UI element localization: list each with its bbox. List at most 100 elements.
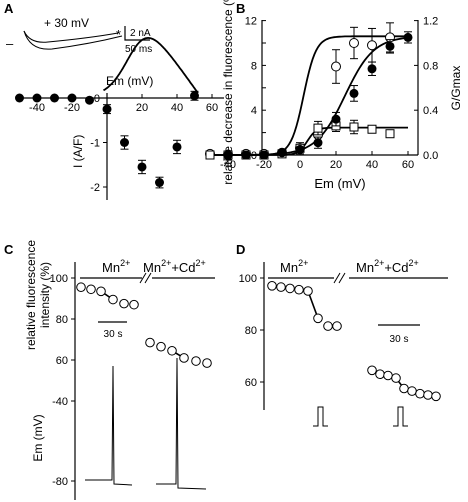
panel-d-mn-point — [332, 321, 342, 331]
panel-b-filled-circle-point — [223, 150, 233, 160]
panel-c-mn-point — [96, 286, 106, 297]
panel-b-xtick-label: 0 — [297, 159, 303, 171]
panel-b-xtick-label: 60 — [402, 159, 414, 171]
panel-b-filled-circle-point — [259, 150, 269, 160]
panel-a-xtick-label: 20 — [136, 102, 148, 114]
panel-a-data-point — [50, 93, 59, 103]
panel-d-ytick-label: 60 — [245, 377, 257, 389]
panel-d-mncd-point — [367, 365, 377, 376]
panel-b-xtick-label: -20 — [256, 159, 272, 171]
panel-d-mn-point — [303, 286, 313, 296]
panel-b-filled-circle-point — [403, 32, 413, 42]
panel-b-ytick-label: 8 — [251, 60, 257, 72]
panel-b-filled-circle-point — [313, 138, 323, 148]
panel-d-label: D — [236, 242, 245, 257]
panel-b-filled-circle-point — [331, 114, 341, 124]
panel-d-mncd-point — [383, 370, 393, 381]
panel-a-ytick-label: 0 — [94, 93, 100, 105]
panel-c-mncd-point — [202, 358, 212, 368]
panel-b-open-square-point — [313, 123, 323, 133]
panel-a-xtick-label: -20 — [64, 102, 80, 114]
panel-b-open-circle-point — [349, 38, 359, 48]
panel-b-open-circle-point — [367, 40, 377, 51]
panel-d-slope-line-1 — [307, 290, 319, 319]
panel-b-chart: relative decrease in fluorescence (%) G/… — [205, 0, 463, 191]
panel-d-mncd-point — [391, 373, 401, 383]
panel-b-ytick-label: 0 — [251, 150, 257, 162]
panel-c-axis-break — [139, 272, 152, 284]
inset-star: * — [116, 27, 121, 42]
panel-c-mncd-point — [179, 353, 189, 363]
panel-c-ytick-label: 100 — [50, 273, 68, 285]
panel-b-label: B — [236, 1, 245, 16]
panel-a-ylabel: I (A/F) — [71, 135, 85, 168]
panel-a-inset: – + 30 mV * 2 nA 50 ms — [6, 16, 152, 55]
panel-c-mn-point — [76, 282, 86, 293]
panel-d-mncd-point — [431, 391, 441, 402]
panel-c-mncd-point — [167, 345, 177, 356]
panel-c-mn-point — [119, 298, 129, 309]
panel-d-mn-point — [313, 313, 323, 324]
panel-a-xtick-label: 40 — [171, 102, 183, 114]
panel-c-mncd-point — [191, 356, 201, 366]
panel-d-mn-point — [294, 284, 304, 295]
panel-b-ylabel-right: G/Gmax — [449, 66, 463, 111]
panel-c-ylabel-top: relative fluorescenceintensity (%) — [24, 240, 52, 350]
panel-b-filled-circle-point — [241, 150, 251, 160]
panel-a-data-point — [85, 95, 94, 105]
panel-d-mn-point — [285, 283, 295, 294]
panel-b-xlabel: Em (mV) — [314, 176, 365, 191]
panel-d-mncd-point — [375, 369, 385, 380]
panel-d-time-scale-label: 30 s — [390, 334, 409, 345]
panel-d-mn-point — [323, 321, 333, 331]
panel-c-ytick-label: 60 — [56, 355, 68, 367]
panel-a-data-point — [190, 91, 199, 101]
panel-d-cond2-label: Mn2++Cd2+ — [356, 258, 419, 275]
panel-a-xtick-label: -40 — [29, 102, 45, 114]
panel-c-em-tick-label: -80 — [52, 476, 68, 488]
panel-b-right-tick-label: 0.4 — [423, 105, 438, 117]
panel-b-right-tick-label: 0.0 — [423, 150, 438, 162]
panel-a-label: A — [4, 1, 14, 16]
panel-b-xtick-label: -40 — [220, 159, 236, 171]
panel-c-mn-point — [86, 284, 96, 295]
panel-c-em-tick-label: -40 — [52, 396, 68, 408]
panel-c-ylabel-bottom: Em (mV) — [31, 414, 45, 461]
panel-a-data-point — [67, 93, 77, 103]
panel-a-ytick-label: -2 — [90, 182, 100, 194]
panel-a-data-point — [32, 93, 42, 103]
panel-c-mn-point — [108, 294, 118, 305]
inset-voltage-label: + 30 mV — [44, 16, 89, 30]
panel-b-ytick-label: 4 — [251, 105, 257, 117]
panel-a-fit-curve — [103, 36, 199, 94]
inset-trace-1 — [23, 30, 119, 43]
panel-a-ytick-label: -1 — [90, 138, 100, 150]
panel-c-voltage-trace-2 — [156, 357, 207, 490]
panel-a-data-point — [155, 178, 164, 188]
panel-c-mncd-point — [145, 337, 155, 348]
panel-b-open-square-point — [385, 129, 395, 139]
panel-d-axis-break — [333, 272, 346, 284]
inset-scale-x-label: 50 ms — [125, 44, 152, 55]
panel-d-pulse-marker-2 — [393, 406, 408, 427]
panel-d-mncd-point — [399, 383, 409, 394]
panel-b-filled-circle-point — [385, 41, 395, 51]
panel-d-chart: Mn2+ Mn2++Cd2+ 30 s 100 80 60 — [239, 258, 448, 427]
panel-c-voltage-trace-1 — [85, 365, 133, 486]
panel-b-open-circle-point — [331, 61, 341, 72]
inset-holding-dash: – — [6, 36, 14, 51]
panel-d-ytick-label: 100 — [239, 273, 257, 285]
panel-d-mncd-point — [415, 388, 425, 399]
panel-a-data-point — [102, 104, 112, 114]
panel-b-ylabel: relative decrease in fluorescence (%) — [221, 0, 235, 185]
panel-b-xtick-label: 40 — [366, 159, 378, 171]
panel-b-open-square-fit — [210, 126, 408, 156]
panel-c-chart: Mn2+ Mn2++Cd2+ relative fluorescenceinte… — [24, 240, 215, 500]
panel-b-right-tick-label: 0.8 — [423, 60, 438, 72]
panel-b-filled-circle-point — [277, 148, 287, 158]
panel-b-ytick-label: 12 — [245, 16, 257, 28]
panel-a-data-point — [137, 162, 147, 172]
panel-c-time-scale-label: 30 s — [104, 329, 123, 340]
panel-c-cond1-label: Mn2+ — [102, 258, 130, 275]
